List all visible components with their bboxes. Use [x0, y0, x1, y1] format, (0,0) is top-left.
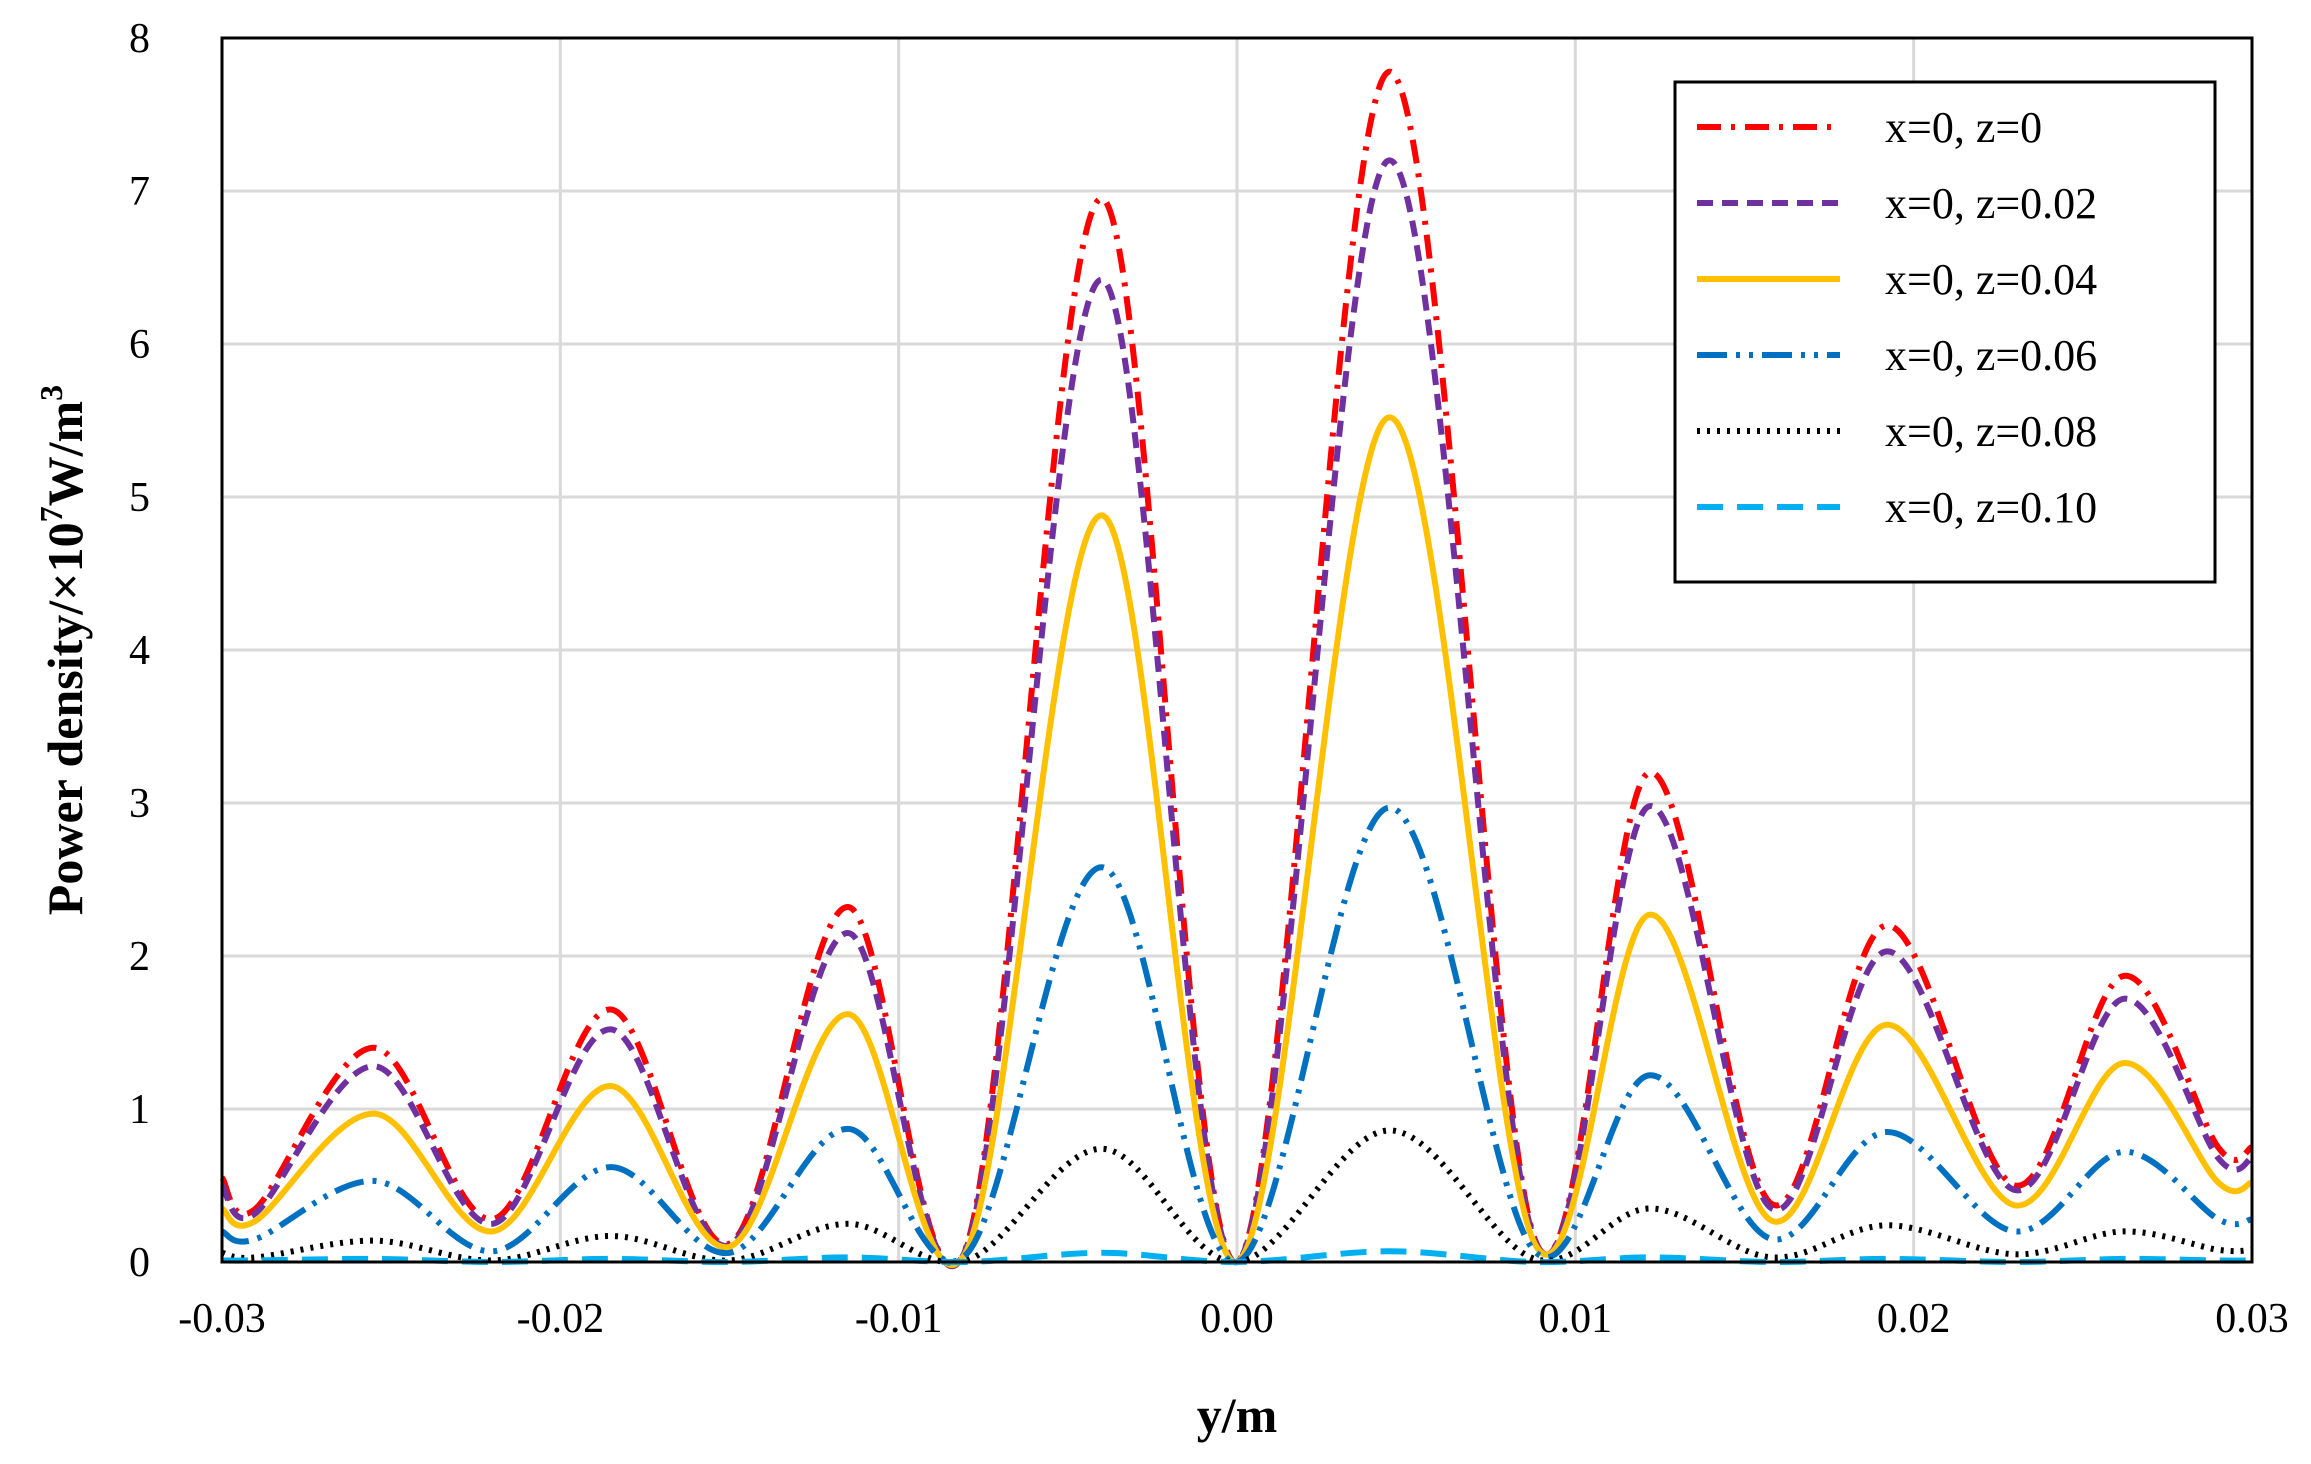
legend: x=0, z=0 x=0, z=0.02 x=0, z=0.04 x=0, z=0.0… [1673, 80, 2217, 584]
legend-label: x=0, z=0.04 [1885, 255, 2097, 304]
y-axis-title: Power density/×107W/m3 [33, 385, 93, 915]
x-tick-label: -0.02 [517, 1296, 605, 1342]
x-tick-label: 0.03 [2215, 1296, 2289, 1342]
tick-labels: -0.03 -0.02 -0.01 0.00 0.01 0.02 0.03 0 1 2 3 4 5 6 7 8 [129, 16, 2289, 1342]
y-axis-title-unit: W/m [37, 401, 93, 507]
legend-label: x=0, z=0.08 [1885, 407, 2097, 456]
y-tick-label: 6 [129, 322, 150, 368]
x-tick-label: 0.00 [1200, 1296, 1274, 1342]
legend-label: x=0, z=0.06 [1885, 331, 2097, 380]
legend-label: x=0, z=0.10 [1885, 483, 2097, 532]
x-tick-label: -0.01 [855, 1296, 943, 1342]
y-tick-label: 2 [129, 934, 150, 980]
y-axis-title-main: Power density/×10 [37, 522, 93, 915]
y-tick-label: 8 [129, 16, 150, 62]
y-tick-label: 1 [129, 1087, 150, 1133]
legend-box [1673, 80, 2217, 584]
y-tick-label: 5 [129, 475, 150, 521]
legend-label: x=0, z=0 [1885, 103, 2042, 152]
series-line-3 [220, 414, 2254, 1268]
x-tick-label: 0.02 [1877, 1296, 1951, 1342]
x-tick-label: -0.03 [178, 1296, 266, 1342]
series-line-5 [221, 1127, 2253, 1266]
series-line-4 [220, 804, 2253, 1265]
y-tick-label: 0 [129, 1240, 150, 1286]
x-axis-title: y/m [1197, 1387, 1278, 1443]
y-tick-label: 3 [129, 781, 150, 827]
y-tick-label: 4 [129, 628, 150, 674]
y-tick-label: 7 [129, 169, 150, 215]
plot-frame [220, 36, 2254, 1264]
legend-label: x=0, z=0.02 [1885, 179, 2097, 228]
y-axis-title-exp: 7 [33, 506, 69, 522]
y-axis-title-unit-exp: 3 [33, 385, 69, 401]
x-tick-label: 0.01 [1539, 1296, 1613, 1342]
